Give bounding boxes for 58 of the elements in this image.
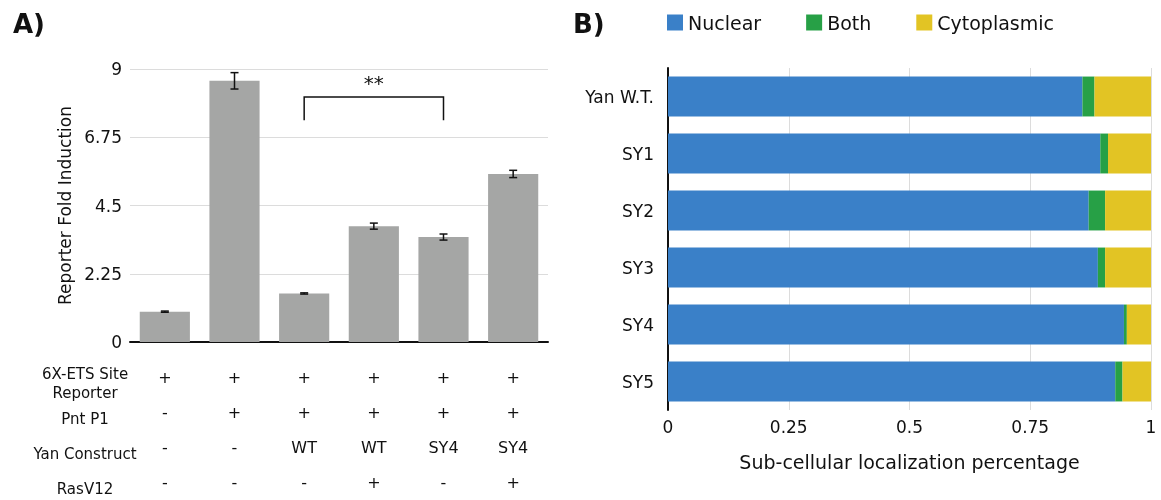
bar: [1100, 133, 1109, 174]
bar: [1088, 190, 1106, 231]
bar: [1094, 76, 1151, 117]
y-tick-label: 2.25: [84, 263, 122, 284]
bar: [1122, 361, 1151, 402]
text: RasV12: [56, 479, 114, 498]
y-tick-label: 9: [111, 59, 122, 79]
y-tick-label: SY3: [622, 257, 654, 278]
text: 6X-ETS Site Reporter: [41, 365, 129, 402]
bar: [1097, 247, 1106, 288]
bar: [1126, 304, 1151, 345]
bar: [668, 247, 1098, 288]
text: Pnt P1: [61, 409, 109, 428]
x-tick-label: + + WT +: [361, 368, 387, 492]
bar: [668, 76, 1083, 117]
bar: [1105, 190, 1151, 231]
bar: [1115, 361, 1123, 402]
bar: [668, 304, 1124, 345]
bar: [668, 190, 1089, 231]
x-tick-label: + - - -: [158, 368, 172, 492]
bar: [1108, 133, 1151, 174]
chart-title: B): [573, 9, 605, 39]
bar: [668, 133, 1101, 174]
x-tick-label: 0.25: [769, 416, 808, 437]
legend-label: Both: [827, 11, 872, 34]
x-axis-title: Sub-cellular localization percentage: [739, 450, 1080, 473]
y-tick-label: 4.5: [94, 195, 122, 216]
legend-label: Cytoplasmic: [937, 11, 1054, 34]
bar: [348, 226, 399, 342]
y-tick-label: SY4: [622, 314, 654, 335]
x-tick-label: 0.75: [1011, 416, 1050, 437]
legend-label: Nuclear: [688, 11, 762, 34]
bar: [139, 311, 190, 342]
chart-title: A): [13, 9, 46, 39]
y-tick-label: SY5: [622, 371, 654, 392]
y-tick-label: 0: [111, 332, 122, 352]
y-tick-label: SY1: [622, 143, 654, 164]
y-tick-label: SY2: [622, 200, 654, 221]
y-axis-title: Reporter Fold Induction: [54, 106, 75, 305]
bar: [1105, 247, 1151, 288]
y-tick-label: 6.75: [84, 127, 122, 148]
bar: [1082, 76, 1095, 117]
x-tick-label: 1: [1145, 416, 1157, 437]
x-tick-label: + + SY4 -: [428, 368, 459, 492]
text: Yan Construct: [32, 444, 137, 463]
x-tick-label: 0: [662, 416, 674, 437]
bar: [668, 361, 1116, 402]
bar: [209, 80, 260, 342]
bar: [418, 237, 469, 342]
x-tick-label: + + - -: [227, 368, 242, 492]
bar: [488, 173, 539, 342]
annotation: **: [363, 70, 384, 95]
x-tick-label: + + SY4 +: [498, 368, 529, 492]
y-tick-label: Yan W.T.: [584, 86, 654, 107]
x-tick-label: + + WT -: [291, 368, 318, 492]
bar: [1123, 304, 1127, 345]
x-tick-label: 0.5: [895, 416, 924, 437]
bar: [279, 293, 330, 342]
